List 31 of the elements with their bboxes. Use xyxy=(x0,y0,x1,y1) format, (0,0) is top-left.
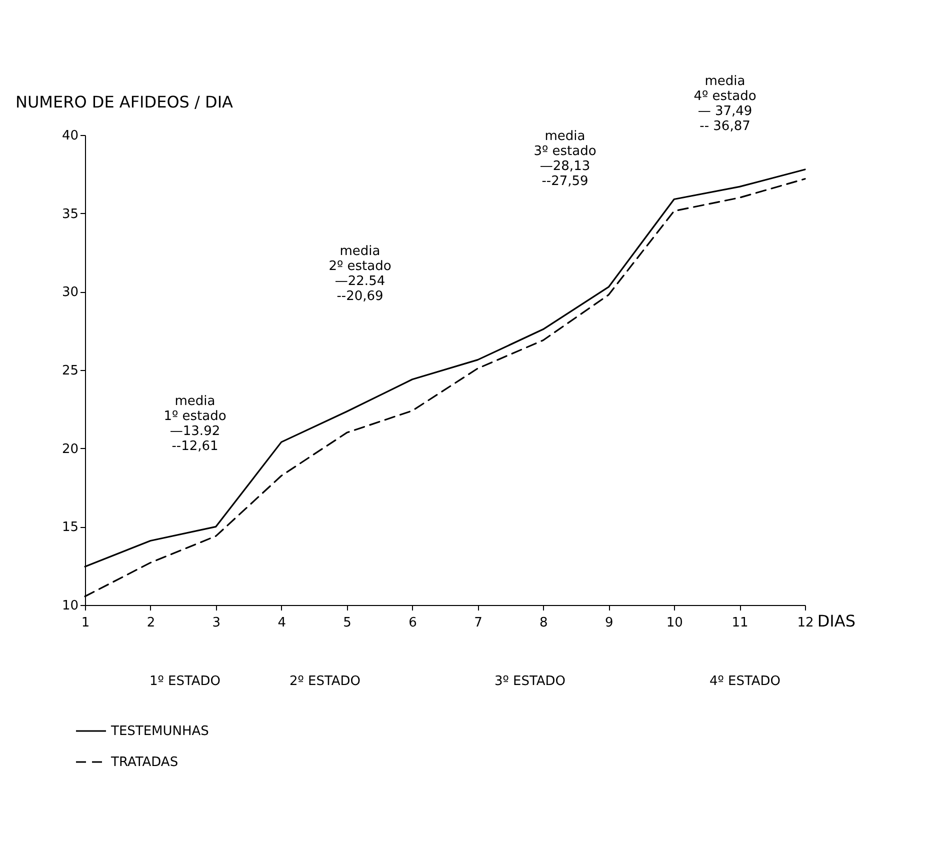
x-tick-label: 6 xyxy=(408,616,417,630)
text: 4º ESTADO xyxy=(709,674,781,689)
y-tick-label: 15 xyxy=(62,520,78,536)
y-tick-label: 20 xyxy=(62,442,78,457)
legend-label: TRATADAS xyxy=(110,755,178,770)
x-tick-label: 1 xyxy=(81,616,90,630)
y-tick-label: 35 xyxy=(62,206,78,222)
y-tick-label: 30 xyxy=(62,285,78,300)
text: media 4º estado — 37,49 -- 36,87 xyxy=(694,74,756,134)
text: 2º ESTADO xyxy=(289,674,361,689)
legend-label: TESTEMUNHAS xyxy=(110,724,209,739)
y-tick-label: 40 xyxy=(62,128,78,144)
x-tick-label: 10 xyxy=(666,616,683,630)
annotation: media 3º estado —28,13 --27,59 xyxy=(534,129,596,189)
annotation: media 1º estado —13.92 --12,61 xyxy=(164,394,226,454)
annotation: media 2º estado —22.54 --20,69 xyxy=(328,244,392,304)
y-tick-label: 25 xyxy=(62,364,78,378)
x-tick-label: 2 xyxy=(146,616,156,630)
x-tick-label: 3 xyxy=(212,616,221,630)
x-tick-label: 4 xyxy=(278,616,286,630)
text: 1º ESTADO xyxy=(149,674,221,689)
y-tick-label: 10 xyxy=(62,598,78,614)
text: 3º ESTADO xyxy=(494,674,566,689)
x-tick-label: 9 xyxy=(604,616,614,630)
x-tick-label: 12 xyxy=(797,616,814,630)
x-tick-label: 8 xyxy=(540,616,548,630)
x-tick-label: 7 xyxy=(474,616,482,630)
x-axis-title: DIAS xyxy=(817,612,856,630)
x-tick-label: 5 xyxy=(343,616,352,630)
x-tick-label: 11 xyxy=(732,616,748,630)
y-axis-title: NUMERO DE AFIDEOS / DIA xyxy=(16,92,234,112)
